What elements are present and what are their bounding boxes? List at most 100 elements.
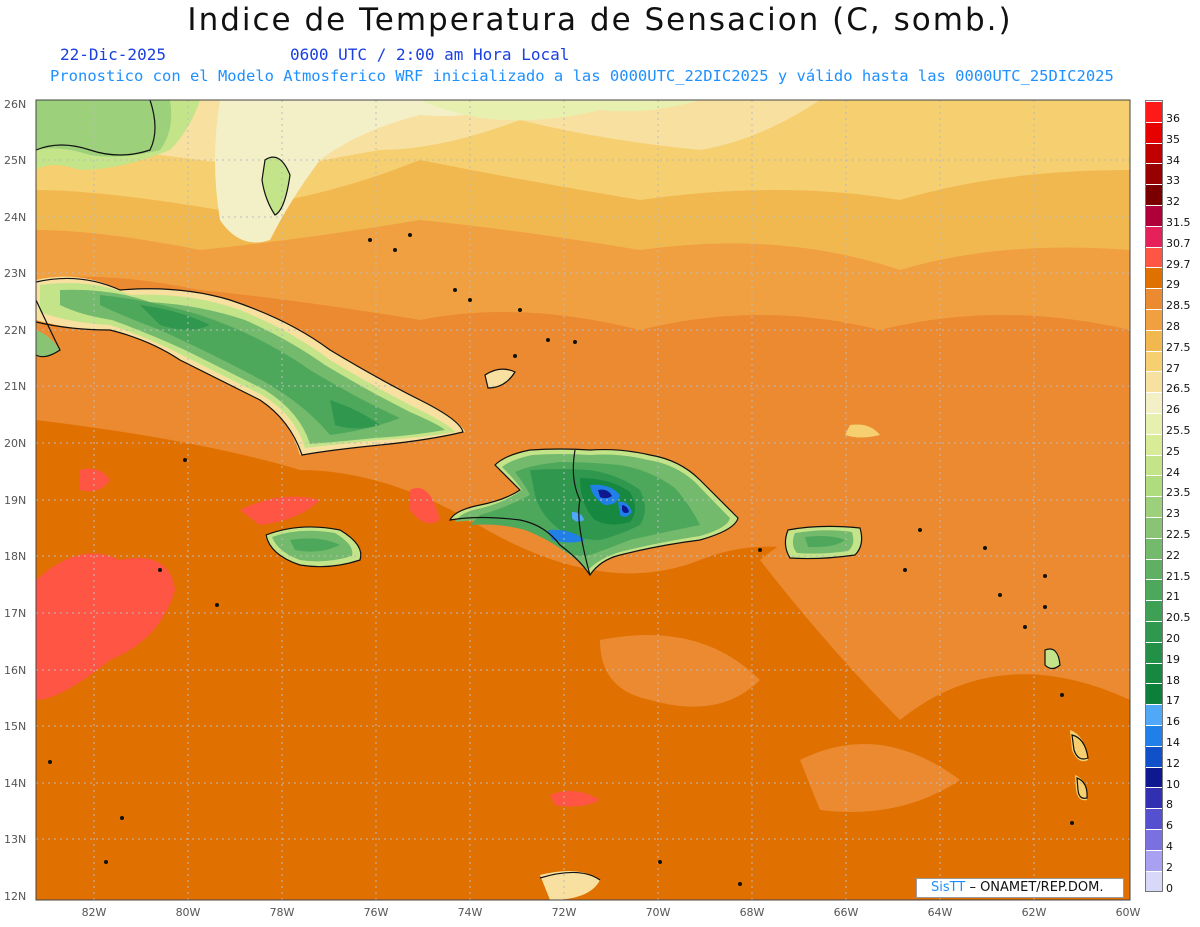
colorbar-swatch [1146,662,1162,684]
colorbar-label: 29.7 [1166,257,1191,271]
colorbar-swatch [1146,142,1162,164]
colorbar-swatch [1146,704,1162,725]
map-field [36,100,1130,900]
colorbar-label: 17 [1166,694,1180,708]
lon-label: 80W [176,906,201,919]
colorbar-label: 20.5 [1166,611,1191,625]
lat-axis: 26N 25N 24N 23N 22N 21N 20N 19N 18N 17N … [4,98,26,903]
colorbar-swatch [1146,163,1162,185]
colorbar-label: 21 [1166,590,1180,604]
colorbar-swatch [1146,725,1162,746]
lon-label: 72W [552,906,577,919]
colorbar-label: 14 [1166,736,1180,749]
forecast-date: 22-Dic-2025 [60,45,166,64]
lon-label: 78W [270,906,295,919]
colorbar-label: 30.7 [1166,236,1191,250]
colorbar-swatch [1146,829,1162,850]
colorbar-label: 34 [1166,153,1180,167]
colorbar-label: 16 [1166,715,1180,729]
lon-label: 66W [834,906,859,919]
colorbar-swatch [1146,808,1162,829]
colorbar-label: 0 [1166,881,1173,895]
colorbar-swatch [1146,329,1162,351]
colorbar-swatch [1146,641,1162,663]
colorbar-swatch [1146,246,1162,268]
colorbar-swatch [1146,517,1162,538]
map-gridlines [36,100,1130,900]
colorbar-swatch [1146,371,1162,393]
lat-label: 15N [4,720,26,733]
map-frame [35,99,1131,901]
small-islands [48,233,1074,886]
colorbar-swatch [1146,454,1162,476]
lat-label: 26N [4,98,26,111]
lat-label: 24N [4,211,26,224]
colorbar-swatch [1146,288,1162,309]
lon-label: 76W [364,906,389,919]
colorbar-label: 25.5 [1166,424,1191,437]
colorbar-swatch [1146,537,1162,559]
temperature-map: 26N 25N 24N 23N 22N 21N 20N 19N 18N 17N … [4,98,1141,919]
lon-label: 74W [458,906,483,919]
colorbar-label: 36 [1166,112,1180,125]
colorbar-swatch [1146,621,1162,642]
colorbar-label: 31.5 [1166,216,1191,229]
colorbar-label: 26.5 [1166,382,1191,396]
lat-label: 25N [4,154,26,167]
lat-label: 19N [4,494,26,507]
colorbar-swatch [1146,766,1162,788]
colorbar-swatch [1146,184,1162,205]
lat-label: 14N [4,777,26,790]
colorbar-label: 27 [1166,361,1180,375]
colorbar-label: 29 [1166,278,1180,292]
colorbar-label: 24 [1166,465,1180,479]
lon-label: 64W [928,906,953,919]
lon-label: 70W [646,906,671,919]
colorbar-label: 10 [1166,777,1180,791]
colorbar-label: 26 [1166,403,1180,417]
lon-label: 62W [1022,906,1047,919]
lat-label: 22N [4,324,26,337]
lat-label: 12N [4,890,26,903]
lat-label: 23N [4,267,26,280]
colorbar-swatch [1146,787,1162,809]
colorbar-label: 4 [1166,840,1173,853]
colorbar-swatch [1146,205,1162,226]
lon-label: 68W [740,906,765,919]
lon-label: 82W [82,906,107,919]
colorbar-swatch [1146,309,1162,330]
colorbar-label: 23.5 [1166,486,1191,500]
colorbar-swatch [1146,392,1162,413]
lon-label: 60W [1116,906,1141,919]
colorbar-swatch [1146,745,1162,767]
colorbar-label: 28 [1166,320,1180,333]
colorbar-swatch [1146,558,1162,580]
colorbar-label: 20 [1166,632,1180,645]
colorbar-label: 22 [1166,548,1180,562]
colorbar-label: 33 [1166,174,1180,188]
colorbar-swatch [1146,600,1162,621]
lon-axis: 82W 80W 78W 76W 74W 72W 70W 68W 66W 64W … [82,906,1141,919]
colorbar-label: 25 [1166,444,1180,458]
sistt-logo: SisTT [931,880,966,895]
colorbar [1145,100,1163,893]
colorbar-label: 19 [1166,652,1180,666]
lat-label: 21N [4,380,26,393]
colorbar-swatch [1146,267,1162,289]
colorbar-label: 21.5 [1166,569,1191,583]
colorbar-swatch [1146,225,1162,247]
colorbar-label: 22.5 [1166,528,1191,541]
colorbar-swatch [1146,413,1162,434]
colorbar-swatch [1146,433,1162,455]
colorbar-label: 18 [1166,673,1180,687]
colorbar-swatch [1146,475,1162,497]
colorbar-label: 32 [1166,195,1180,209]
lat-label: 18N [4,550,26,563]
colorbar-label: 35 [1166,132,1180,146]
credit-box: SisTT – ONAMET/REP.DOM. [916,878,1124,898]
forecast-time: 0600 UTC / 2:00 am Hora Local [290,45,570,64]
colorbar-swatch [1146,870,1162,892]
colorbar-label: 6 [1166,819,1173,833]
colorbar-label: 12 [1166,756,1180,770]
colorbar-swatch [1146,121,1162,143]
